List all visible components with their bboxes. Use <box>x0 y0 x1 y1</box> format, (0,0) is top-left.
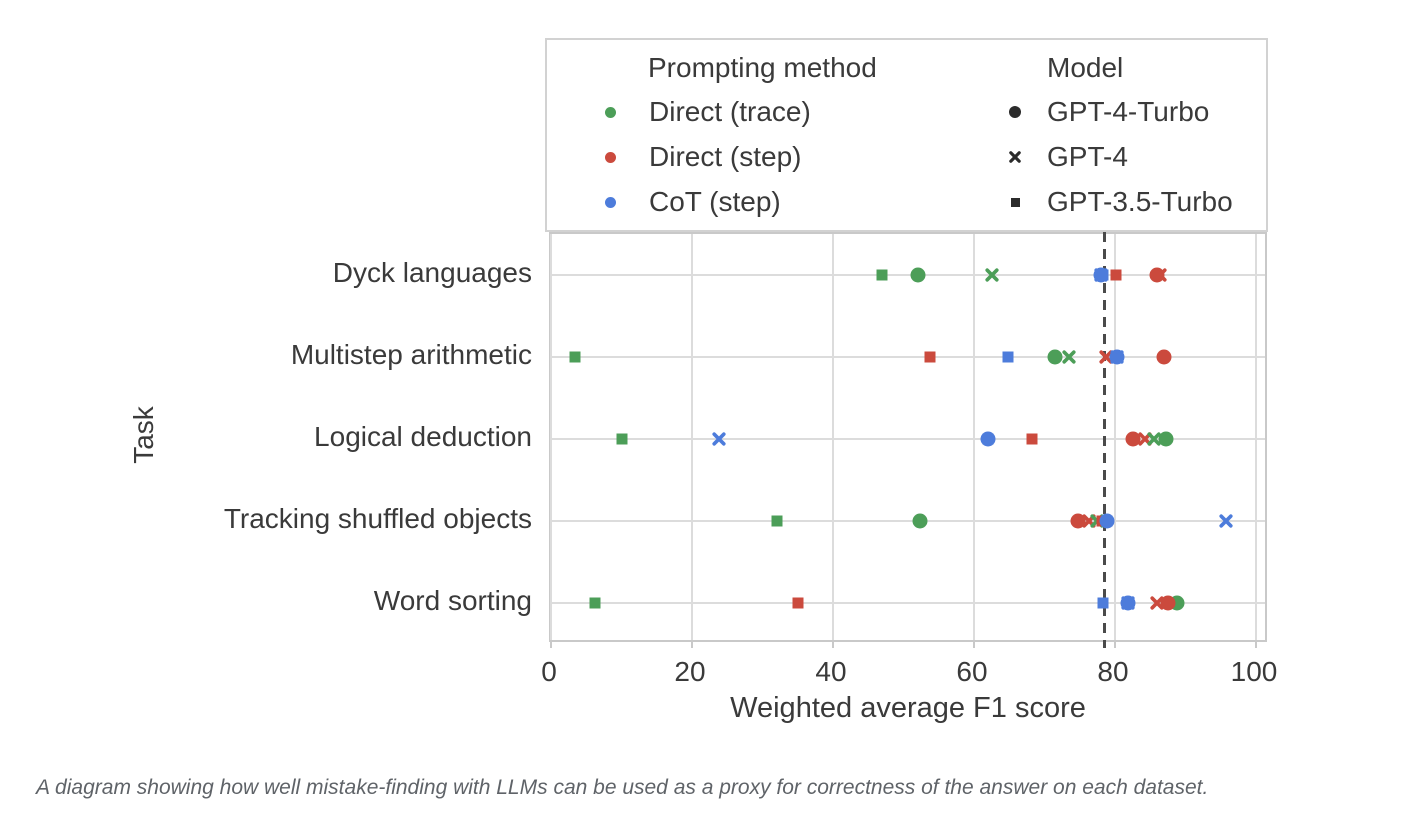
data-point-square-marker <box>982 433 994 445</box>
data-point-square-marker <box>569 351 581 363</box>
legend-model-title: Model <box>1047 52 1124 83</box>
horizontal-gridline <box>551 356 1265 358</box>
legend-item-gpt-3-5-turbo: GPT-3.5-Turbo <box>1005 185 1233 219</box>
reference-dashed-line <box>1102 232 1106 648</box>
legend-item-label: Direct (step) <box>649 141 802 172</box>
data-point-x-marker <box>1109 349 1125 365</box>
data-point-circle-marker <box>1156 349 1172 365</box>
data-point-square-marker <box>771 515 783 527</box>
y-category-label: Tracking shuffled objects <box>223 503 532 534</box>
data-point-square-marker <box>792 597 804 609</box>
y-category-label: Word sorting <box>373 585 532 616</box>
legend-item-label: GPT-4-Turbo <box>1047 96 1210 127</box>
x-tick-label: 40 <box>815 656 847 687</box>
data-point-x-marker <box>1061 349 1077 365</box>
x-tick-mark <box>973 642 975 648</box>
vertical-gridline <box>1114 234 1116 640</box>
x-tick-label: 20 <box>674 656 706 687</box>
circle-marker-icon <box>1005 102 1025 122</box>
data-point-square-marker <box>876 269 888 281</box>
data-point-square-marker <box>1110 269 1122 281</box>
x-tick-label: 0 <box>541 656 557 687</box>
data-point-square-marker <box>1026 433 1038 445</box>
direct-trace-swatch-icon <box>605 106 616 118</box>
data-point-x-marker <box>1137 431 1153 447</box>
vertical-gridline <box>550 234 552 640</box>
data-point-square-marker <box>589 597 601 609</box>
plot-area <box>549 232 1267 648</box>
data-point-square-marker <box>1097 269 1109 281</box>
x-tick-label: 80 <box>1097 656 1129 687</box>
data-point-square-marker <box>1097 597 1109 609</box>
legend-item-gpt-4-turbo: GPT-4-Turbo <box>1005 95 1209 129</box>
data-point-x-marker <box>1218 513 1234 529</box>
data-point-circle-marker <box>912 513 928 529</box>
x-marker-icon <box>1005 147 1025 167</box>
data-point-circle-marker <box>1009 106 1021 118</box>
x-tick-label: 60 <box>956 656 988 687</box>
data-point-x-marker <box>984 267 1000 283</box>
data-point-x-marker <box>1120 595 1136 611</box>
x-tick-mark <box>1255 642 1257 648</box>
y-category-label: Logical deduction <box>314 421 532 452</box>
legend-item-label: GPT-3.5-Turbo <box>1047 186 1233 217</box>
legend-item-label: Direct (trace) <box>649 96 811 127</box>
legend-item-gpt-4: GPT-4 <box>1005 140 1128 174</box>
legend-item-direct-trace: Direct (trace) <box>605 95 811 129</box>
x-tick-mark <box>550 642 552 648</box>
data-point-x-marker <box>1146 431 1162 447</box>
data-point-x-marker <box>1149 595 1165 611</box>
data-point-square-marker <box>924 351 936 363</box>
legend-item-cot-step: CoT (step) <box>605 185 781 219</box>
data-point-circle-marker <box>1125 431 1141 447</box>
data-point-square-marker <box>616 433 627 445</box>
data-point-circle-marker <box>1158 431 1174 447</box>
x-axis-title: Weighted average F1 score <box>730 692 1086 724</box>
data-point-square-marker <box>1010 197 1020 207</box>
horizontal-gridline <box>551 438 1265 440</box>
data-point-square-marker <box>1101 515 1113 527</box>
data-point-x-marker <box>1008 150 1022 164</box>
data-point-square-marker <box>1002 351 1014 363</box>
horizontal-gridline <box>551 274 1265 276</box>
y-category-label: Dyck languages <box>332 257 532 288</box>
data-point-x-marker <box>1098 349 1114 365</box>
legend-prompting-title: Prompting method <box>648 52 877 83</box>
y-category-label: Multistep arithmetic <box>290 339 532 370</box>
data-point-x-marker <box>711 431 727 447</box>
vertical-gridline <box>832 234 834 640</box>
data-point-x-marker <box>1152 267 1168 283</box>
square-marker-icon <box>1005 192 1025 212</box>
horizontal-gridline <box>551 520 1265 522</box>
vertical-gridline <box>691 234 693 640</box>
x-tick-label: 100 <box>1230 656 1278 687</box>
data-point-circle-marker <box>910 267 926 283</box>
vertical-gridline <box>1255 234 1257 640</box>
data-point-circle-marker <box>1070 513 1086 529</box>
data-point-circle-marker <box>1047 349 1063 365</box>
legend-item-label: GPT-4 <box>1047 141 1128 172</box>
direct-step-swatch-icon <box>605 151 616 163</box>
x-tick-mark <box>691 642 693 648</box>
data-point-circle-marker <box>1160 595 1176 611</box>
vertical-gridline <box>973 234 975 640</box>
data-point-circle-marker <box>1149 267 1165 283</box>
legend-item-direct-step: Direct (step) <box>605 140 801 174</box>
horizontal-gridline <box>551 602 1265 604</box>
x-tick-mark <box>1114 642 1116 648</box>
chart-legend: Prompting method Model Direct (trace) Di… <box>545 38 1268 232</box>
figure-caption: A diagram showing how well mistake-findi… <box>36 776 1209 799</box>
legend-item-label: CoT (step) <box>649 186 781 217</box>
x-tick-mark <box>832 642 834 648</box>
cot-step-swatch-icon <box>605 196 616 208</box>
